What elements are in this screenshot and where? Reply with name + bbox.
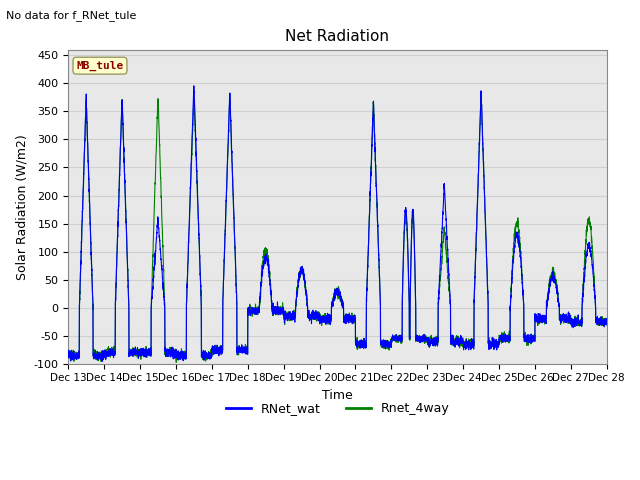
Text: No data for f_RNet_tule: No data for f_RNet_tule bbox=[6, 10, 137, 21]
X-axis label: Time: Time bbox=[322, 389, 353, 402]
Text: MB_tule: MB_tule bbox=[76, 60, 124, 71]
Y-axis label: Solar Radiation (W/m2): Solar Radiation (W/m2) bbox=[15, 134, 28, 280]
Legend: RNet_wat, Rnet_4way: RNet_wat, Rnet_4way bbox=[221, 397, 454, 420]
Title: Net Radiation: Net Radiation bbox=[285, 29, 390, 44]
